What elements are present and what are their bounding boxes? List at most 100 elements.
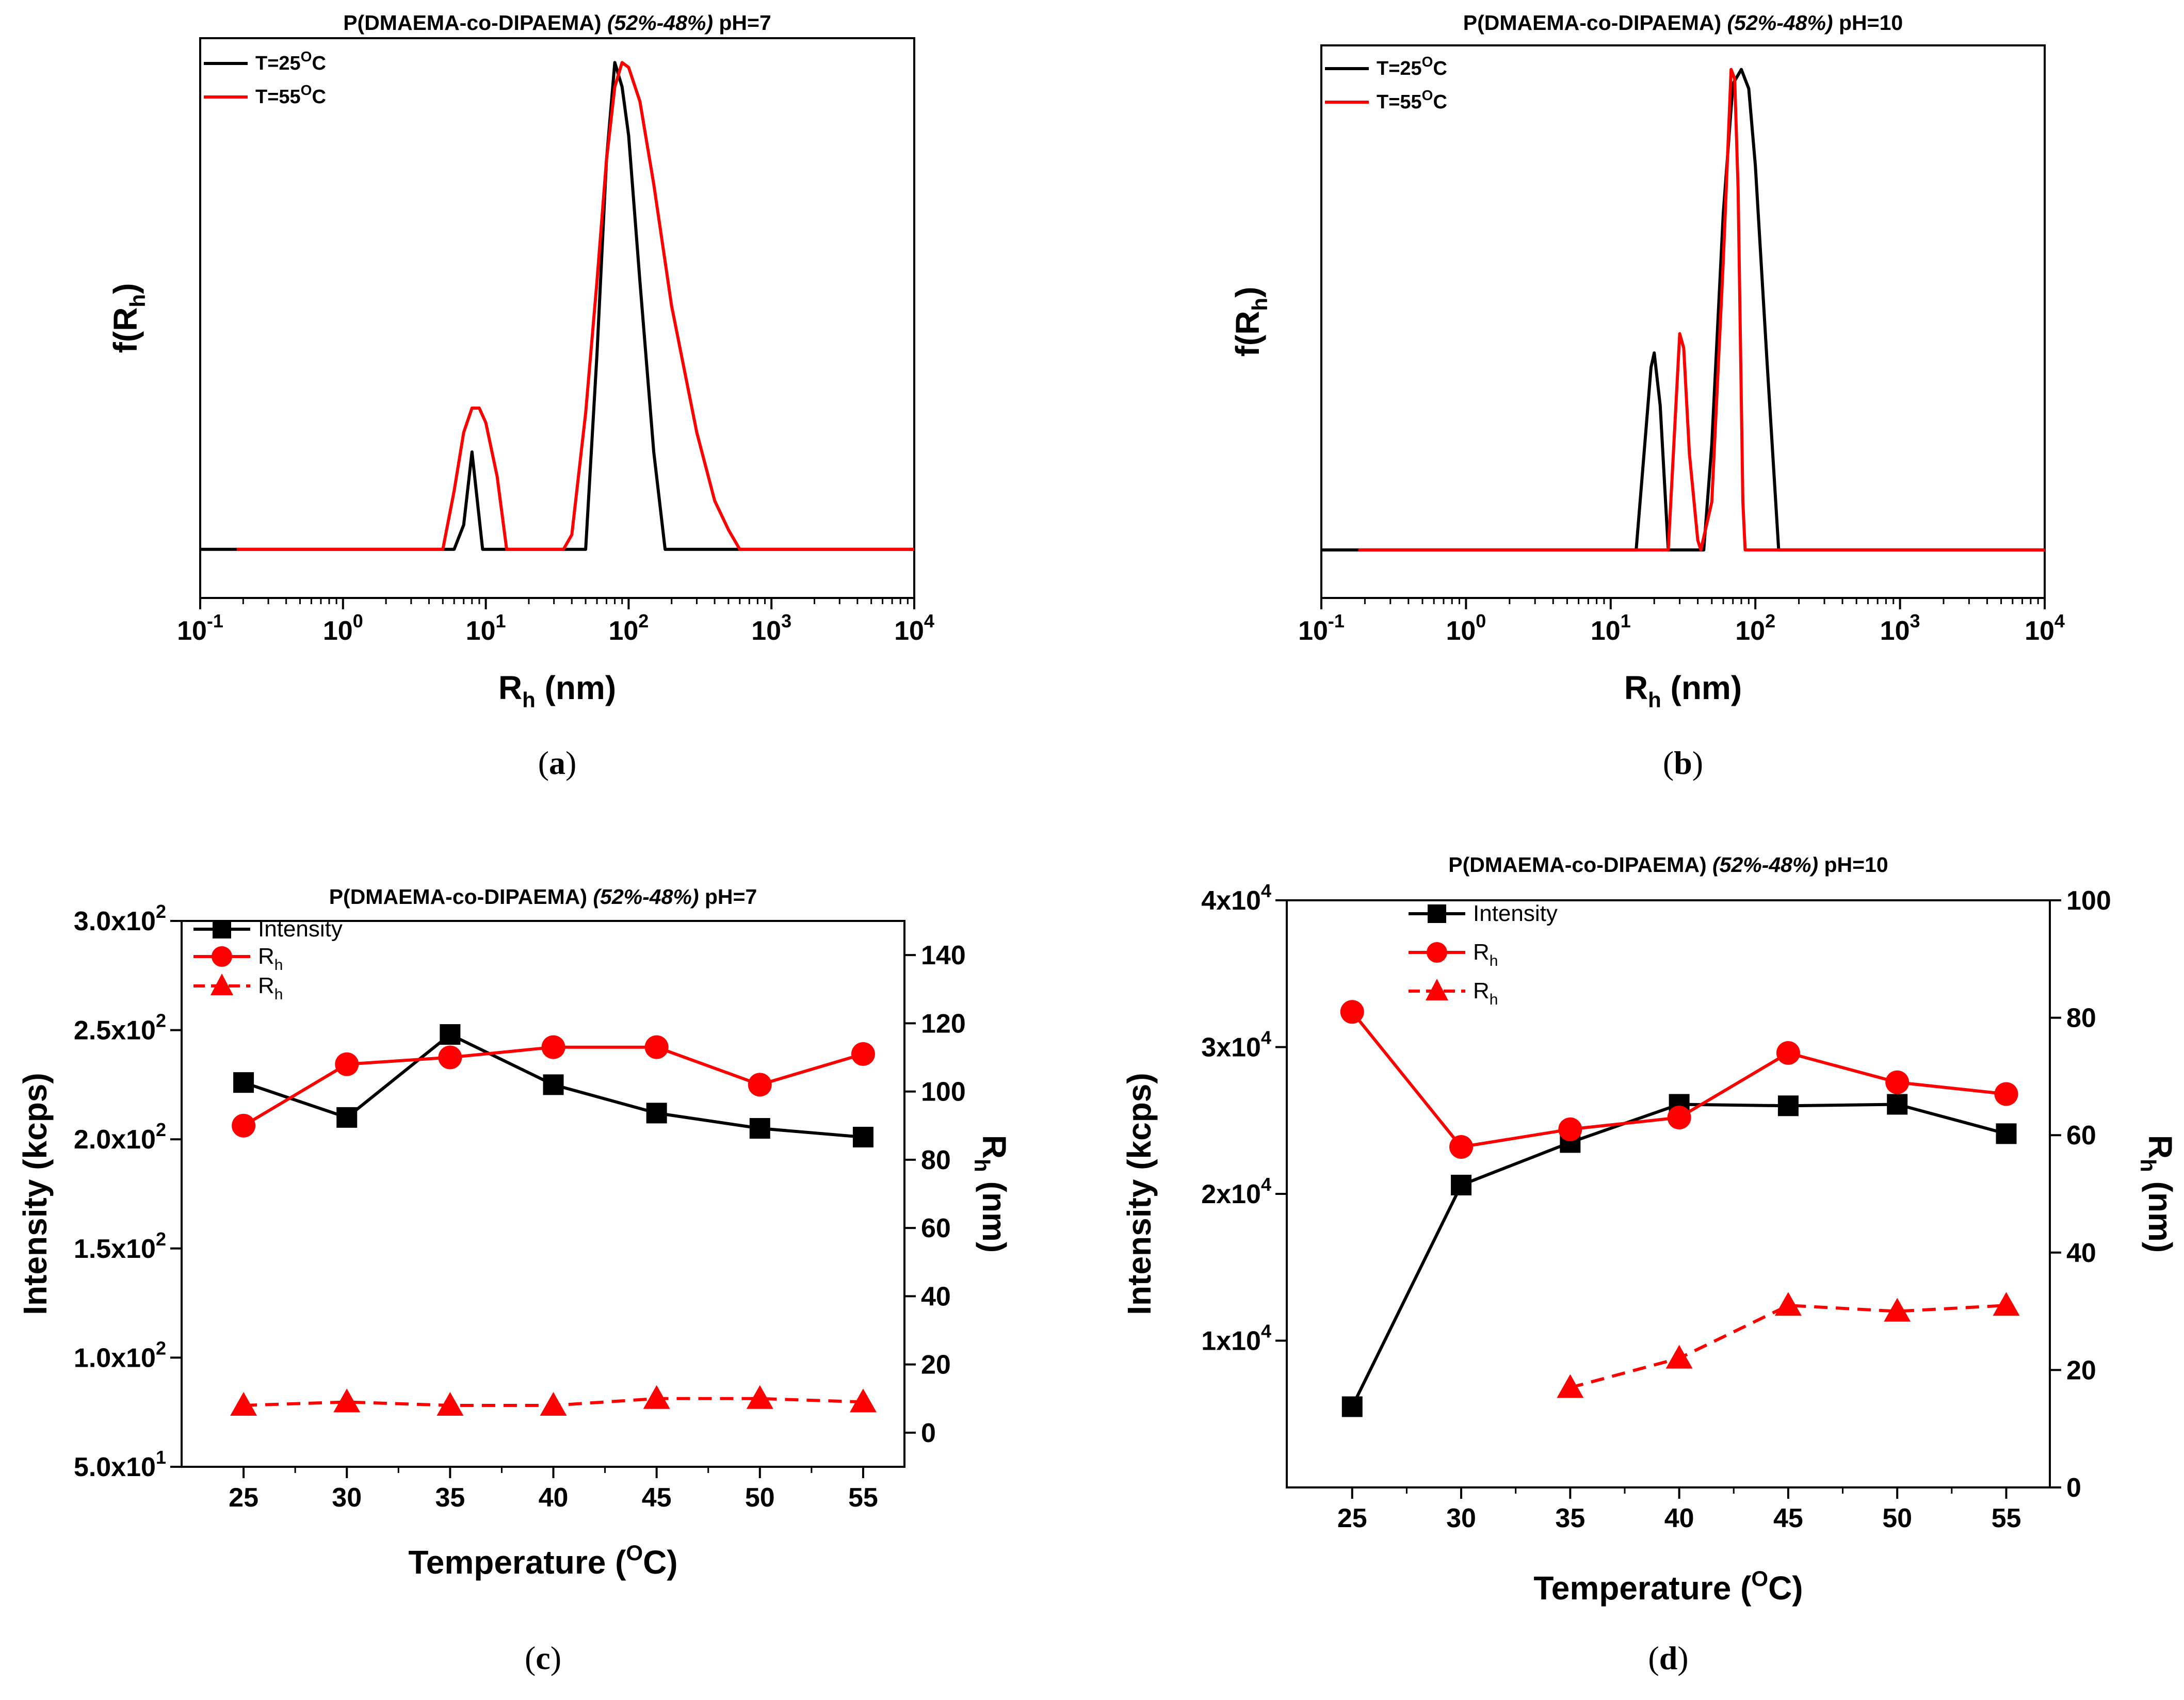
series-line (1570, 1304, 2007, 1389)
legend-marker-triangle (211, 974, 233, 995)
panel-label-letter: d (1659, 1640, 1678, 1676)
legend-label: Rh (258, 973, 283, 1003)
x-tick-base: 10 (894, 616, 924, 646)
legend-marker-triangle (1426, 979, 1448, 1000)
legend-label-text: T=55 (1377, 91, 1422, 113)
y-left-tick-exponent: 2 (156, 901, 166, 922)
y-right-tick-label: 120 (921, 1009, 966, 1039)
y-axis-label-main: f(R (107, 307, 144, 353)
y-left-tick-exponent: 2 (156, 1228, 166, 1250)
legend-label: T=55OC (255, 82, 326, 108)
data-point-triangle (333, 1388, 361, 1413)
x-tick-exponent: 0 (353, 610, 363, 632)
x-tick-exponent: 2 (1765, 610, 1775, 632)
y-left-tick-exponent: 4 (1261, 1027, 1271, 1048)
y-axis-label-subscript: h (125, 294, 150, 307)
legend-label-main: R (258, 944, 274, 969)
chart-title: P(DMAEMA-co-DIPAEMA) (52%-48%) pH=7 (343, 11, 771, 35)
legend-label-text: T=25 (255, 53, 301, 74)
data-point-square (646, 1103, 667, 1124)
y-right-tick-label: 60 (921, 1213, 951, 1243)
panel-label: (a) (538, 744, 577, 781)
x-tick-base: 10 (323, 616, 353, 646)
data-point-square (1451, 1174, 1472, 1195)
data-point-circle (1449, 1135, 1474, 1159)
x-tick-label: 30 (1446, 1503, 1476, 1533)
y-right-tick-label: 0 (921, 1418, 936, 1448)
y-axis-label-subscript: h (1248, 298, 1272, 311)
x-tick-exponent: -1 (207, 610, 223, 632)
legend-marker-square (1428, 904, 1446, 923)
legend-label-main: R (258, 973, 274, 998)
series-line-T25C (200, 61, 914, 551)
chart-title-main: P(DMAEMA-co-DIPAEMA) (1463, 11, 1727, 35)
chart-title: P(DMAEMA-co-DIPAEMA) (52%-48%) pH=7 (329, 885, 757, 909)
legend-label: Intensity (1473, 901, 1558, 926)
y-left-tick-exponent: 4 (1261, 1321, 1271, 1342)
x-axis-label-main: Temperature ( (408, 1544, 626, 1581)
y-right-tick-label: 40 (921, 1282, 951, 1312)
x-axis-label-main: R (498, 669, 522, 706)
panel-label-letter: b (1674, 744, 1692, 781)
x-tick-base: 10 (466, 616, 496, 646)
x-tick-exponent: 1 (496, 610, 506, 632)
data-point-square (749, 1118, 770, 1139)
x-axis-label: Rh (nm) (498, 669, 616, 712)
panel-label-close: ) (1692, 744, 1703, 781)
plot-frame (1320, 44, 2046, 599)
data-point-square (1996, 1123, 2017, 1144)
x-tick-exponent: 0 (1476, 610, 1486, 632)
plot-frame (199, 37, 915, 599)
legend-marker-square (213, 920, 231, 938)
y-right-tick-label: 80 (2066, 1003, 2096, 1033)
chart-title: P(DMAEMA-co-DIPAEMA) (52%-48%) pH=10 (1463, 11, 1903, 35)
y-axis-label-main: f(R (1229, 311, 1266, 357)
x-tick-label: 50 (1882, 1503, 1912, 1533)
data-point-square (1777, 1095, 1799, 1116)
data-point-circle (541, 1035, 565, 1059)
chart-title-ph: pH=10 (1833, 11, 1903, 35)
y-left-tick-exponent: 1 (156, 1447, 166, 1468)
y-right-tick-label: 20 (2066, 1355, 2096, 1385)
chart-title-composition: (52%-48%) (1712, 853, 1818, 877)
data-point-circle (335, 1052, 359, 1076)
legend-label-superscript: O (301, 48, 312, 64)
y-right-axis-label-subscript: h (2136, 1159, 2160, 1172)
y-right-tick-label: 100 (2066, 886, 2111, 916)
y-left-tick-mantissa: 4x10 (1201, 886, 1261, 916)
legend-label: Rh (1473, 978, 1498, 1008)
legend-marker-circle (212, 946, 232, 967)
y-left-tick-exponent: 2 (156, 1337, 166, 1358)
data-point-circle (1885, 1070, 1910, 1094)
data-point-circle (644, 1035, 669, 1059)
panel-label-close: ) (1677, 1640, 1688, 1676)
y-left-tick-mantissa: 2.0x10 (74, 1125, 156, 1155)
legend-label-subscript: h (1490, 952, 1498, 969)
x-tick-base: 10 (177, 616, 207, 646)
data-point-triangle (1993, 1292, 2020, 1316)
x-axis-label-subscript: h (522, 688, 536, 712)
y-left-tick-mantissa: 3.0x10 (74, 906, 156, 936)
x-tick-label: 25 (1337, 1503, 1367, 1533)
x-tick-label: 103 (1880, 610, 1920, 646)
legend-label-superscript: O (301, 82, 312, 98)
y-left-tick-mantissa: 2.5x10 (74, 1016, 156, 1046)
chart-title-ph: pH=10 (1818, 853, 1888, 877)
y-right-tick-label: 40 (2066, 1238, 2096, 1268)
y-right-axis-label: Rh (nm) (970, 1135, 1013, 1253)
x-tick-label: 50 (745, 1483, 775, 1513)
chart-title: P(DMAEMA-co-DIPAEMA) (52%-48%) pH=10 (1448, 853, 1888, 877)
y-left-tick-label: 1.5x102 (74, 1228, 166, 1264)
y-left-tick-label: 2.0x102 (74, 1119, 166, 1155)
x-tick-exponent: 3 (781, 610, 791, 632)
y-right-tick-label: 20 (921, 1350, 951, 1380)
chart-title-ph: pH=7 (713, 11, 771, 35)
data-point-triangle (436, 1391, 464, 1416)
x-tick-label: 45 (642, 1483, 672, 1513)
panel-label: (b) (1663, 744, 1703, 781)
panel-label-open: ( (525, 1640, 536, 1676)
y-left-tick-label: 5.0x101 (74, 1447, 166, 1482)
x-axis-label-superscript: O (1751, 1566, 1768, 1591)
chart-panel-2: P(DMAEMA-co-DIPAEMA) (52%-48%) pH=1010-1… (1229, 11, 2065, 781)
